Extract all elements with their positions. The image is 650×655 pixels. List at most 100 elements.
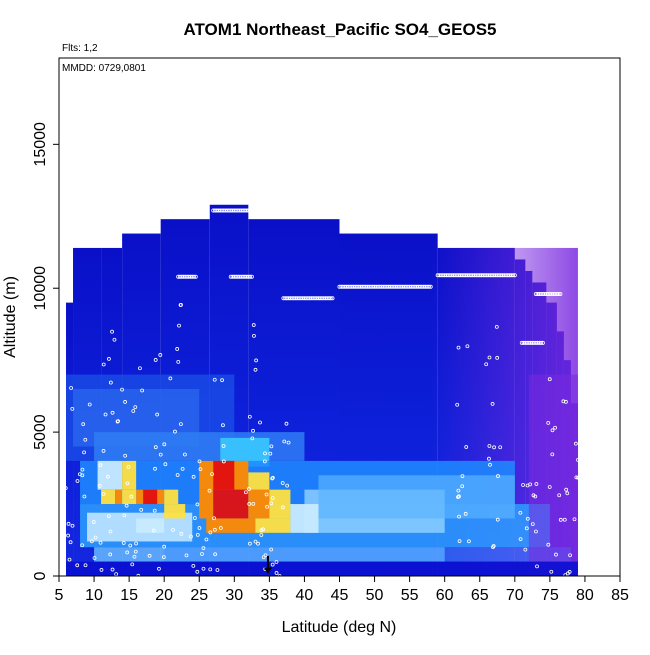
field-band: [164, 547, 571, 562]
flight-track-point: [264, 492, 269, 497]
x-tick-label: 60: [436, 587, 454, 604]
dates-label: MMDD: 0729,0801: [62, 63, 146, 74]
flight-track-point: [494, 324, 499, 329]
flight-track-point: [183, 452, 187, 457]
flight-track-point: [101, 492, 106, 496]
flight-track-point: [125, 481, 130, 486]
flight-track-point: [133, 549, 138, 554]
flight-track-point: [207, 488, 212, 493]
flight-track-point: [189, 534, 193, 539]
flight-track-point: [179, 302, 183, 307]
field-cell-yellow: [164, 504, 186, 519]
flight-track-point: [574, 475, 579, 480]
flight-track-point: [178, 422, 183, 427]
field-cell-yellow: [164, 489, 179, 505]
flight-track-point: [147, 553, 152, 558]
flight-track-point: [547, 485, 552, 489]
flight-track-point: [124, 503, 129, 508]
flight-track-point: [184, 553, 189, 558]
flight-track-point: [201, 566, 206, 571]
flights-label: Flts: 1,2: [62, 43, 98, 54]
flight-track-point: [259, 533, 264, 537]
flight-track-point: [554, 552, 558, 557]
flight-track-point: [580, 439, 585, 444]
flight-track-point: [212, 516, 216, 521]
flight-track-point: [456, 494, 461, 499]
flight-track-point: [195, 502, 200, 507]
flight-track-point: [108, 380, 113, 385]
flight-track-point: [572, 517, 577, 522]
flight-track-point: [263, 553, 268, 558]
flight-track-point: [75, 563, 80, 568]
flight-track-point: [123, 453, 128, 458]
x-tick-label: 50: [366, 587, 384, 604]
flight-track-point: [247, 487, 251, 491]
x-tick-label: 80: [576, 587, 594, 604]
chart-title: ATOM1 Northeast_Pacific SO4_GEOS5: [183, 20, 496, 39]
flight-track-point: [250, 436, 255, 441]
flight-track-point: [262, 459, 267, 464]
flight-track-point: [270, 475, 275, 480]
flight-track-point: [550, 428, 555, 433]
flight-track-point: [467, 539, 471, 544]
flight-track-point: [460, 474, 465, 479]
flight-track-point: [197, 526, 202, 530]
flight-track-point: [456, 345, 461, 350]
flight-track-point: [121, 541, 126, 545]
flight-track-point: [75, 479, 80, 483]
flight-track-point: [110, 410, 115, 415]
flight-track-point: [120, 387, 124, 392]
flight-track-point: [540, 340, 545, 345]
flight-track-point: [138, 366, 142, 371]
field-cell-yellow: [255, 518, 291, 533]
y-axis: 0 5000 10000 15000: [32, 122, 59, 580]
flight-track-point: [546, 420, 551, 425]
field-cell-yellow: [122, 460, 137, 490]
flight-track-point: [204, 537, 209, 542]
flight-track-point: [82, 450, 86, 455]
flight-track-point: [89, 539, 94, 544]
flight-track-point: [553, 425, 557, 430]
field-cell-light: [136, 518, 165, 533]
flight-track-point: [140, 388, 145, 393]
x-tick-label: 5: [55, 587, 64, 604]
plot-area: [60, 204, 585, 576]
flight-track-point: [97, 483, 102, 488]
flight-track-point: [565, 491, 570, 496]
flight-track-point: [496, 474, 500, 478]
flight-track-point: [106, 514, 111, 519]
flight-track-point: [270, 476, 275, 481]
flight-track-point: [523, 547, 528, 552]
flight-track-point: [108, 529, 113, 534]
flight-track-point: [564, 487, 569, 492]
flight-track-point: [268, 451, 273, 456]
flight-track-point: [171, 527, 175, 532]
flight-track-point: [546, 542, 551, 547]
flight-track-point: [77, 472, 82, 477]
flight-track-point: [179, 531, 184, 536]
flight-track-point: [251, 501, 256, 506]
x-tick-label: 70: [506, 587, 524, 604]
flight-track-point: [107, 357, 111, 361]
flight-track-point: [98, 540, 103, 545]
flight-track-point: [248, 541, 252, 546]
flight-track-point: [579, 521, 584, 525]
flight-track-point: [218, 526, 223, 530]
flight-track-point: [81, 422, 86, 427]
flight-track-point: [261, 527, 266, 532]
field-cell-yellow: [269, 489, 291, 519]
flight-track-point: [261, 555, 266, 560]
flight-track-point: [265, 504, 269, 509]
flight-track-point: [152, 508, 157, 513]
x-tick-label: 30: [225, 587, 243, 604]
x-tick-label: 35: [260, 587, 278, 604]
flight-track-point: [495, 517, 500, 522]
flight-track-point: [328, 296, 333, 301]
flight-track-point: [460, 484, 465, 489]
flight-track-point: [83, 437, 88, 442]
flight-track-point: [465, 344, 470, 349]
x-tick-label: 45: [331, 587, 349, 604]
flight-track-point: [91, 520, 96, 524]
flight-track-point: [457, 514, 461, 519]
flight-track-point: [101, 449, 106, 453]
